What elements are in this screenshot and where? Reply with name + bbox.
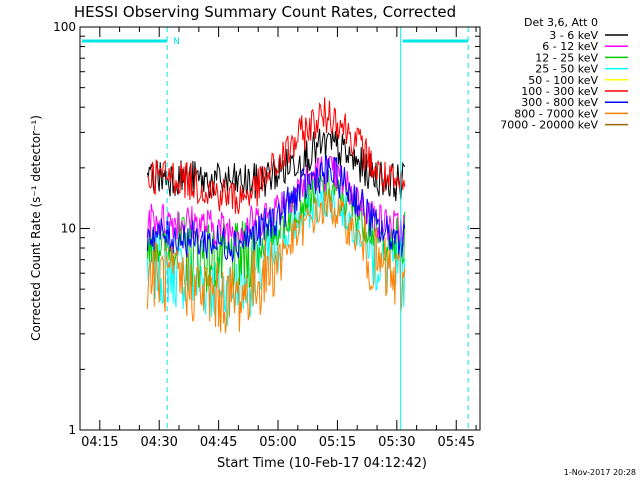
- legend-label: 100 - 300 keV: [521, 85, 598, 98]
- x-axis-label: Start Time (10-Feb-17 04:12:42): [217, 456, 427, 471]
- legend-label: 3 - 6 keV: [549, 29, 598, 42]
- series-line: [146, 189, 406, 334]
- series-line: [146, 155, 406, 263]
- legend-title: Det 3,6, Att 0: [524, 16, 598, 29]
- legend-label: 7000 - 20000 keV: [500, 119, 598, 132]
- legend-label: 300 - 800 keV: [521, 96, 598, 109]
- x-tick-label: 04:30: [140, 435, 177, 450]
- y-axis-label: Corrected Count Rate (s⁻¹ detector⁻¹): [29, 115, 43, 341]
- legend-label: 12 - 25 keV: [535, 51, 598, 64]
- series-line: [146, 97, 406, 214]
- x-tick-label: 04:15: [81, 435, 118, 450]
- x-tick-label: 05:30: [378, 435, 415, 450]
- x-tick-label: 05:15: [319, 435, 356, 450]
- series-line: [146, 128, 406, 202]
- night-marker-label: N: [173, 37, 180, 47]
- y-tick-label: 10: [61, 222, 76, 236]
- legend-label: 50 - 100 keV: [528, 74, 598, 87]
- chart-title: HESSI Observing Summary Count Rates, Cor…: [74, 3, 456, 21]
- legend-label: 6 - 12 keV: [542, 40, 598, 53]
- legend-label: 800 - 7000 keV: [514, 107, 598, 120]
- x-tick-label: 05:45: [438, 435, 475, 450]
- y-tick-label: 1: [68, 423, 76, 437]
- y-axis: 1 10 100: [53, 20, 480, 437]
- x-axis: 04:15 04:30 04:45 05:00 05:15 05:30 05:45: [79, 27, 477, 450]
- footer-timestamp: 1-Nov-2017 20:28: [564, 468, 636, 477]
- x-tick-label: 05:00: [259, 435, 296, 450]
- y-tick-label: 100: [53, 20, 76, 34]
- x-tick-label: 04:45: [200, 435, 237, 450]
- legend-label: 25 - 50 keV: [535, 63, 598, 76]
